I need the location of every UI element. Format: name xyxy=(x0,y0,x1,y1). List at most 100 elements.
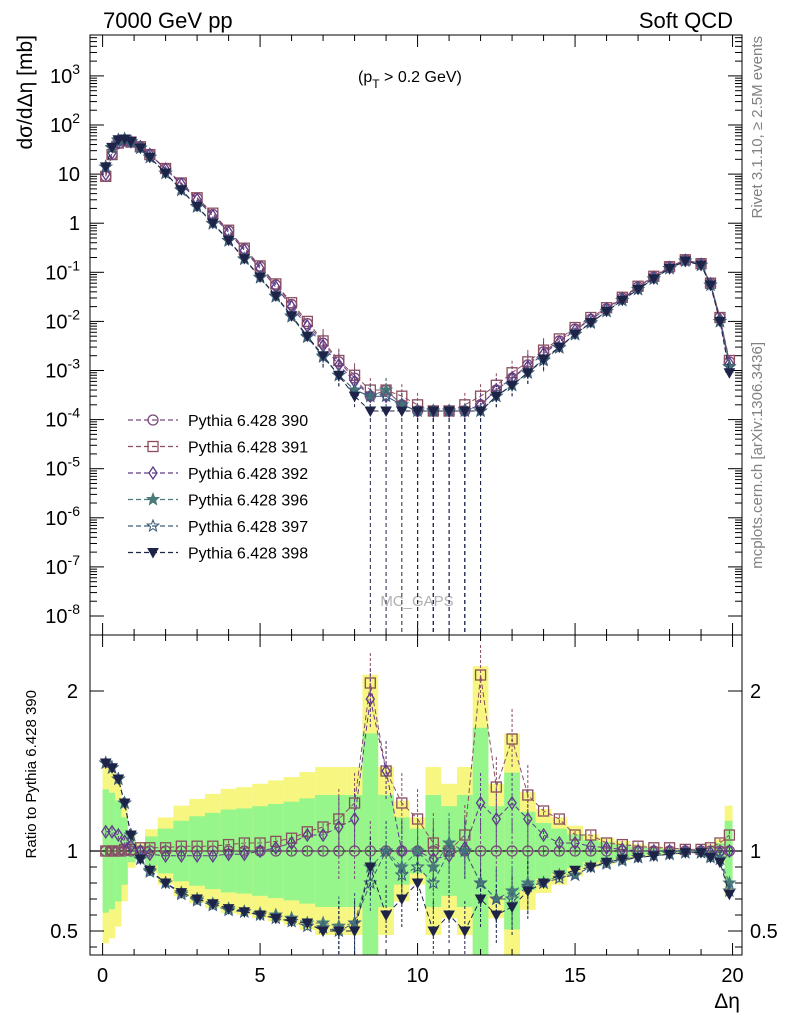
ratio-point xyxy=(334,819,344,835)
ratio-point xyxy=(714,837,726,849)
ratio-point xyxy=(100,845,112,857)
data-point xyxy=(474,406,487,417)
ratio-point xyxy=(679,848,692,859)
legend-label: Pythia 6.428 396 xyxy=(188,493,308,510)
ratio-point xyxy=(411,878,424,890)
ratio-point xyxy=(112,845,124,857)
data-point xyxy=(723,368,736,379)
ratio-point xyxy=(395,894,408,906)
ratio-point xyxy=(269,913,282,925)
data-point xyxy=(679,256,692,268)
ratio-point xyxy=(159,842,172,854)
data-point xyxy=(584,317,597,329)
legend-marker xyxy=(147,414,159,426)
data-point xyxy=(363,388,378,403)
ratio-point xyxy=(176,848,187,863)
data-point xyxy=(285,311,298,322)
series-5 xyxy=(99,134,736,938)
ratio-point xyxy=(255,843,265,859)
ratio-point xyxy=(522,845,534,857)
data-point xyxy=(222,235,235,247)
legend-label: Pythia 6.428 390 xyxy=(188,413,308,430)
data-point xyxy=(569,329,581,341)
ratio-point xyxy=(538,827,549,843)
ratio-point xyxy=(490,845,502,857)
data-point xyxy=(704,280,717,292)
ratio-point xyxy=(113,827,124,843)
data-point xyxy=(348,391,361,403)
y-tick-label: 10-2 xyxy=(45,306,80,333)
y-tick-label: 1 xyxy=(69,213,80,235)
ratio-point xyxy=(569,845,581,857)
ratio-point xyxy=(348,845,361,857)
data-point xyxy=(238,254,251,265)
data-point xyxy=(632,284,644,296)
data-point xyxy=(269,291,282,302)
ratio-point xyxy=(601,840,612,855)
ratio-point xyxy=(506,902,518,914)
ratio-point xyxy=(537,805,550,817)
data-point xyxy=(364,406,377,417)
ratio-point xyxy=(223,847,234,862)
ratio-point xyxy=(506,733,518,745)
ratio-point xyxy=(159,878,172,890)
ratio-point xyxy=(175,840,187,852)
ratio-point xyxy=(427,926,440,938)
ratio-point xyxy=(207,840,219,852)
header-right: Soft QCD xyxy=(639,8,733,33)
ratio-point xyxy=(160,848,171,863)
x-axis-label: Δη xyxy=(714,990,740,1013)
ratio-tick-label: 1 xyxy=(67,841,78,863)
ratio-point xyxy=(410,843,425,858)
ratio-point xyxy=(554,835,565,851)
data-point xyxy=(458,406,471,417)
ratio-point xyxy=(175,888,188,899)
data-point xyxy=(647,274,660,285)
ratio-point xyxy=(411,813,424,825)
y-tick-label: 102 xyxy=(50,110,80,137)
ratio-point xyxy=(239,847,250,862)
x-tick-label: 0 xyxy=(97,965,108,987)
ratio-point xyxy=(126,839,136,854)
legend-label: Pythia 6.428 391 xyxy=(188,440,308,457)
ratio-point xyxy=(206,899,219,910)
ratio-point xyxy=(584,862,597,874)
ratio-point xyxy=(521,886,534,898)
ratio-point xyxy=(317,926,329,938)
ratio-point xyxy=(364,677,376,689)
ratio-point xyxy=(616,854,629,866)
data-point xyxy=(616,295,629,307)
ratio-point xyxy=(348,926,361,938)
data-point xyxy=(600,306,613,318)
data-point xyxy=(301,331,314,343)
ratio-point xyxy=(475,795,486,811)
ratio-point xyxy=(349,811,360,827)
ratio-point xyxy=(504,891,520,906)
ratio-point xyxy=(143,865,156,877)
ratio-point xyxy=(723,889,736,901)
data-point xyxy=(99,162,112,173)
ratio-point xyxy=(723,829,736,841)
y-tick-label: 10-3 xyxy=(45,356,80,383)
x-tick-label: 10 xyxy=(406,965,428,987)
ratio-point xyxy=(473,875,488,890)
data-point xyxy=(537,354,550,366)
ratio-point xyxy=(333,845,345,857)
ratio-point xyxy=(522,789,534,801)
legend: Pythia 6.428 390 Pythia 6.428 391 Pythia 6… xyxy=(128,413,308,563)
mcplots-label: mcplots.cern.ch [arXiv:1306.3436] xyxy=(749,342,766,569)
legend-marker xyxy=(147,440,159,453)
series-line xyxy=(105,139,730,412)
ratio-point xyxy=(333,813,345,825)
legend-marker xyxy=(145,491,161,506)
ratio-tick-label-right: 2 xyxy=(750,681,761,703)
ratio-point xyxy=(506,845,518,857)
ratio-point xyxy=(553,813,565,825)
ratio-point xyxy=(348,797,361,809)
ratio-point xyxy=(507,795,517,811)
ratio-point xyxy=(238,845,250,857)
data-point xyxy=(506,380,518,392)
data-point xyxy=(490,391,503,403)
ratio-point xyxy=(491,811,502,827)
data-point xyxy=(100,166,111,182)
